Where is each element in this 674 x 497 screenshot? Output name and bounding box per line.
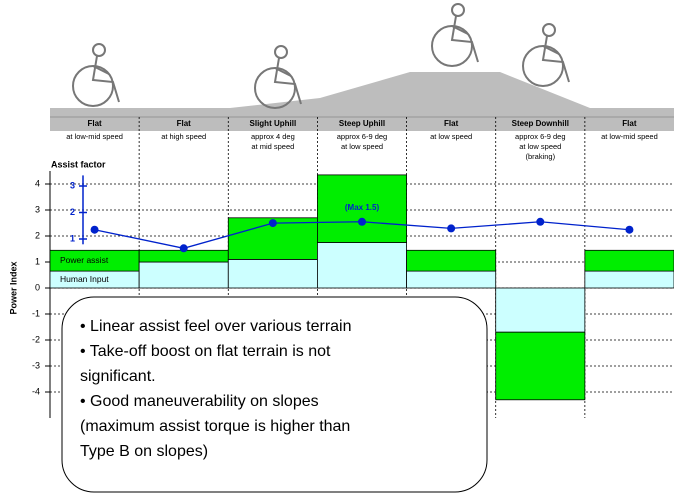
y-axis-label: Power Index	[8, 261, 18, 314]
note-line: • Linear assist feel over various terrai…	[80, 318, 352, 335]
bar-segment	[317, 243, 406, 289]
bar-segment	[496, 332, 585, 400]
y2-tick-label: 3	[70, 180, 75, 190]
bar-segment	[139, 262, 228, 288]
y-tick-label: 2	[35, 230, 40, 240]
column-title: Flat	[444, 119, 459, 128]
annotation: (Max 1.5)	[345, 203, 380, 212]
column-note: at high speed	[161, 132, 206, 141]
assist-point	[536, 218, 544, 226]
note-line: Type B on slopes)	[80, 443, 208, 460]
column-title: Slight Uphill	[250, 119, 297, 128]
bar-segment	[585, 250, 674, 271]
y2-axis-label: Assist factor	[51, 159, 106, 169]
assist-point	[358, 218, 366, 226]
bar-segment	[496, 288, 585, 332]
column-note: (braking)	[525, 152, 555, 161]
assist-point	[447, 224, 455, 232]
column-note: at mid speed	[251, 142, 294, 151]
column-title: Steep Uphill	[339, 119, 385, 128]
y2-tick-label: 2	[70, 207, 75, 217]
assist-point	[180, 244, 188, 252]
assist-point	[625, 226, 633, 234]
column-note: approx 4 deg	[251, 132, 295, 141]
y-tick-label: 0	[35, 282, 40, 292]
chart: Assist factor Power Index Flat at low-mid…	[0, 0, 674, 497]
bar-segment	[585, 271, 674, 288]
assist-point	[91, 226, 99, 234]
y-tick-label: -3	[32, 360, 40, 370]
series-label: Human Input	[60, 274, 109, 284]
column-title: Steep Downhill	[512, 119, 569, 128]
bar-segment	[407, 250, 496, 271]
column-title: Flat	[622, 119, 637, 128]
y-tick-label: -2	[32, 334, 40, 344]
column-note: at low speed	[341, 142, 383, 151]
series-label: Power assist	[60, 255, 109, 265]
note-line: significant.	[80, 368, 156, 385]
column-title: Flat	[177, 119, 192, 128]
y2-tick-label: 1	[70, 233, 75, 243]
column-title: Flat	[87, 119, 102, 128]
y-tick-label: -4	[32, 386, 40, 396]
column-note: at low-mid speed	[66, 132, 123, 141]
note-line: (maximum assist torque is higher than	[80, 418, 350, 435]
note-line: • Good maneuverability on slopes	[80, 393, 319, 410]
assist-point	[269, 219, 277, 227]
column-note: approx 6-9 deg	[515, 132, 565, 141]
bar-segment	[228, 259, 317, 288]
note-line: • Take-off boost on flat terrain is not	[80, 343, 331, 360]
column-note: approx 6-9 deg	[337, 132, 387, 141]
y-tick-label: 1	[35, 256, 40, 266]
column-note: at low speed	[430, 132, 472, 141]
y-tick-label: 3	[35, 204, 40, 214]
y-tick-label: 4	[35, 178, 40, 188]
y-tick-label: -1	[32, 308, 40, 318]
column-note: at low speed	[519, 142, 561, 151]
bar-segment	[407, 271, 496, 288]
column-note: at low-mid speed	[601, 132, 658, 141]
